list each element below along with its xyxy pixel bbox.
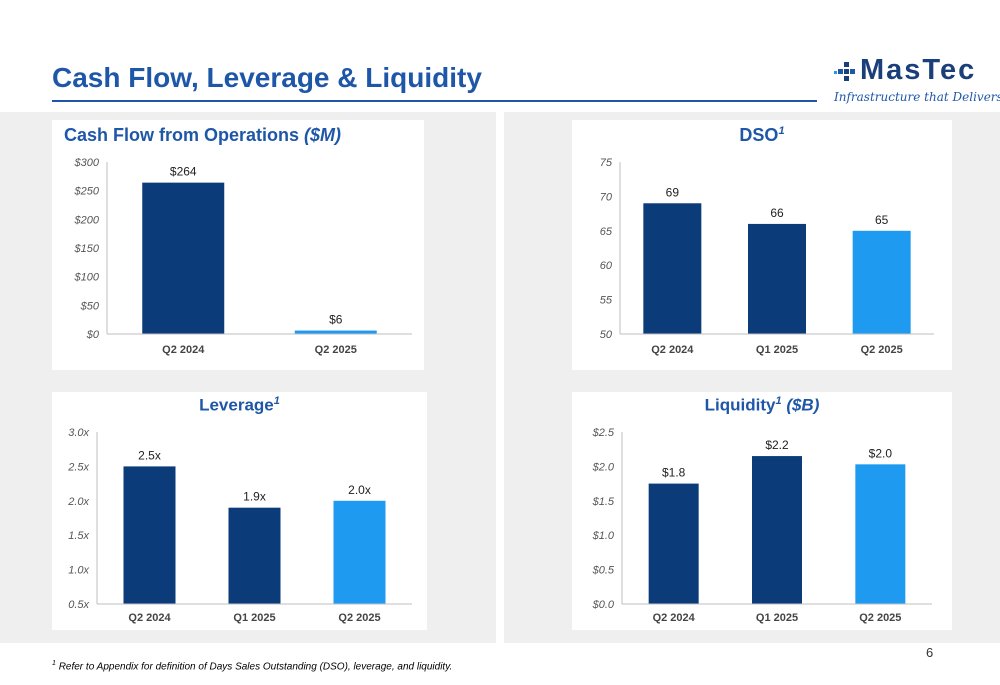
liquidity-y-tick-label: $0.0 — [592, 599, 615, 611]
logo-wordmark: MasTec — [860, 54, 977, 86]
dso-chart-panel: DSO1 50 55 60 65 70 75 69 Q2 2024 66 Q1 2025 65 Q2 … — [572, 120, 952, 370]
cfo-bar-chart: $0 $50 $100 $150 $200 $250 $300 $264 Q2 2024 $6 Q2… — [74, 157, 412, 356]
cfo-y-tick-label: $300 — [74, 157, 100, 169]
dso-bar — [852, 230, 911, 334]
liquidity-data-label: $2.2 — [765, 438, 789, 452]
dso-y-tick-label: 55 — [600, 295, 613, 307]
dso-category-label: Q2 2025 — [861, 344, 903, 356]
cfo-chart-title: Cash Flow from Operations ($M) — [64, 125, 341, 146]
liquidity-title-footnote-marker: 1 — [775, 395, 782, 407]
cfo-bar — [294, 330, 377, 334]
footnote: 1 Refer to Appendix for definition of Da… — [52, 660, 452, 672]
liquidity-y-tick-label: $1.0 — [592, 530, 615, 542]
liquidity-y-tick-label: $1.5 — [592, 496, 615, 508]
leverage-title-text: Leverage — [199, 395, 274, 415]
leverage-bar — [228, 507, 281, 604]
liquidity-category-label: Q2 2025 — [859, 612, 901, 624]
page-title: Cash Flow, Leverage & Liquidity — [52, 62, 482, 93]
leverage-title-footnote-marker: 1 — [273, 395, 280, 407]
leverage-bar — [123, 466, 176, 604]
mastec-logo: MasTec Infrastructure that Delivers — [834, 52, 1000, 112]
dso-y-tick-label: 75 — [600, 157, 613, 169]
cfo-category-label: Q2 2024 — [162, 344, 205, 356]
liquidity-bar — [648, 483, 699, 604]
dso-y-tick-label: 70 — [600, 191, 613, 203]
dso-data-label: 65 — [875, 213, 889, 227]
leverage-y-tick-label: 1.0x — [68, 565, 89, 577]
dso-y-tick-label: 50 — [600, 329, 613, 341]
liquidity-chart-title: Liquidity1 ($B) — [572, 395, 952, 416]
leverage-category-label: Q2 2025 — [338, 612, 380, 624]
cfo-chart-panel: Cash Flow from Operations ($M) $0 $50 $100… — [52, 120, 424, 370]
liquidity-bar-chart: $0.0 $0.5 $1.0 $1.5 $2.0 $2.5 $1.8 Q2 2024 $2.2 Q… — [592, 427, 932, 624]
leverage-y-tick-label: 2.0x — [67, 496, 89, 508]
dso-data-label: 69 — [666, 185, 680, 199]
leverage-bar-chart: 0.5x 1.0x 1.5x 2.0x 2.5x 3.0x 2.5x Q2 2024 1.9x Q… — [67, 427, 412, 624]
cfo-bar — [142, 182, 225, 334]
liquidity-y-tick-label: $2.5 — [592, 427, 615, 439]
footnote-text: Refer to Appendix for definition of Days… — [58, 661, 453, 673]
leverage-bar — [333, 500, 386, 604]
cfo-title-text: Cash Flow from Operations — [64, 125, 300, 145]
liquidity-title-text: Liquidity — [704, 395, 776, 415]
dso-chart-title: DSO1 — [572, 125, 952, 146]
dso-data-label: 66 — [770, 206, 784, 220]
dso-bar — [643, 203, 702, 334]
dso-category-label: Q2 2024 — [651, 344, 694, 356]
leverage-data-label: 2.0x — [348, 483, 371, 497]
leverage-data-label: 2.5x — [138, 448, 161, 462]
liquidity-title-unit: ($B) — [786, 395, 820, 415]
liquidity-data-label: $2.0 — [869, 446, 893, 460]
logo-tagline: Infrastructure that Delivers — [834, 90, 1000, 104]
liquidity-data-label: $1.8 — [662, 466, 686, 480]
cfo-y-tick-label: $250 — [74, 186, 100, 198]
liquidity-y-tick-label: $0.5 — [592, 565, 615, 577]
liquidity-bar — [855, 464, 906, 604]
dso-title-footnote-marker: 1 — [778, 125, 785, 137]
cfo-y-tick-label: $200 — [74, 214, 100, 226]
leverage-category-label: Q1 2025 — [233, 612, 275, 624]
leverage-chart-panel: Leverage1 0.5x 1.0x 1.5x 2.0x 2.5x 3.0x 2.5x Q2… — [52, 392, 427, 630]
dso-title-text: DSO — [739, 125, 779, 145]
leverage-y-tick-label: 0.5x — [68, 599, 89, 611]
cfo-category-label: Q2 2025 — [315, 344, 357, 356]
mastec-cross-icon — [834, 62, 855, 81]
cfo-y-tick-label: $100 — [74, 272, 100, 284]
leverage-y-tick-label: 2.5x — [67, 461, 89, 473]
title-rule — [52, 100, 817, 102]
cfo-data-label: $6 — [329, 313, 343, 327]
leverage-chart-title: Leverage1 — [52, 395, 427, 416]
cfo-y-tick-label: $0 — [86, 329, 100, 341]
liquidity-category-label: Q1 2025 — [756, 612, 798, 624]
leverage-y-tick-label: 1.5x — [68, 530, 89, 542]
leverage-category-label: Q2 2024 — [128, 612, 171, 624]
liquidity-chart-panel: Liquidity1 ($B) $0.0 $0.5 $1.0 $1.5 $2.0 $2.5… — [572, 392, 952, 630]
dso-y-tick-label: 60 — [600, 260, 613, 272]
dso-bar — [748, 223, 806, 334]
footnote-marker: 1 — [52, 660, 56, 667]
dso-y-tick-label: 65 — [600, 226, 613, 238]
liquidity-y-tick-label: $2.0 — [592, 461, 615, 473]
dso-category-label: Q1 2025 — [756, 344, 798, 356]
leverage-y-tick-label: 3.0x — [68, 427, 89, 439]
cfo-y-tick-label: $50 — [80, 300, 100, 312]
cfo-data-label: $264 — [170, 165, 197, 179]
liquidity-category-label: Q2 2024 — [653, 612, 696, 624]
leverage-data-label: 1.9x — [243, 490, 266, 504]
cfo-title-unit: ($M) — [304, 125, 342, 145]
dso-bar-chart: 50 55 60 65 70 75 69 Q2 2024 66 Q1 2025 65 Q2 2025 — [600, 157, 934, 356]
page-number: 6 — [926, 645, 934, 660]
liquidity-bar — [752, 456, 802, 604]
cfo-y-tick-label: $150 — [74, 243, 100, 255]
